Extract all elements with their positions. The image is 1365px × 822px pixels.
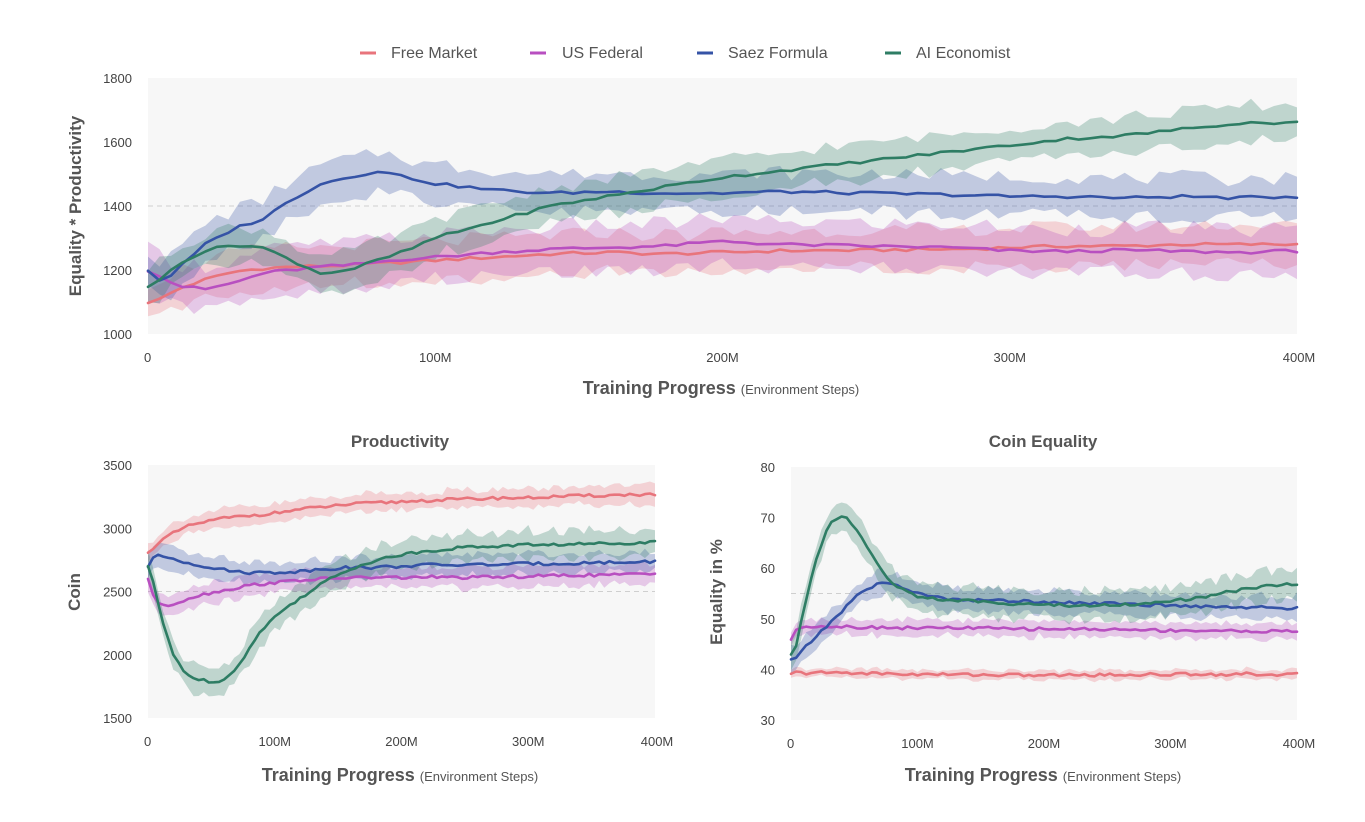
bl-ytick-label: 3000	[103, 521, 132, 536]
chart-coin-equality: Coin Equality Equality in % Training Pro…	[707, 432, 1315, 785]
top-band-saez-formula	[148, 149, 1297, 301]
top-xtick-label: 300M	[993, 350, 1026, 365]
br-band-ai-economist	[791, 502, 1297, 671]
legend-label-saez-formula: Saez Formula	[728, 45, 828, 62]
bl-ytick-label: 1500	[103, 711, 132, 726]
br-ytick-label: 70	[761, 511, 775, 526]
br-ytick-label: 80	[761, 460, 775, 475]
br-line-saez-formula	[789, 581, 1299, 661]
bl-title: Productivity	[351, 432, 450, 451]
br-band-us-federal	[791, 616, 1297, 647]
top-ytick-label: 1000	[103, 327, 132, 342]
bl-xtick-label: 400M	[641, 734, 674, 749]
br-xtick-label: 400M	[1283, 736, 1316, 751]
bl-line-us-federal	[146, 572, 657, 608]
legend-item-us-federal: US Federal	[530, 45, 643, 62]
top-line-ai-economist	[146, 120, 1299, 289]
chart-productivity: Productivity Coin Training Progress (Envi…	[65, 432, 673, 785]
legend-label-ai-economist: AI Economist	[916, 45, 1011, 62]
top-band-free-market	[148, 220, 1297, 317]
bl-ytick-label: 3500	[103, 458, 132, 473]
legend-item-ai-economist: AI Economist	[885, 45, 1011, 62]
top-line-us-federal	[146, 239, 1299, 291]
top-xlabel-sub: (Environment Steps)	[741, 382, 860, 397]
br-line-us-federal	[789, 624, 1299, 641]
br-xtick-label: 300M	[1154, 736, 1187, 751]
bl-ylabel: Coin	[65, 573, 84, 611]
br-ytick-label: 60	[761, 561, 775, 576]
top-xlabel: Training Progress (Environment Steps)	[583, 378, 860, 398]
br-ytick-label: 30	[761, 713, 775, 728]
bl-ytick-label: 2500	[103, 585, 132, 600]
bl-xtick-label: 0	[144, 734, 151, 749]
top-xtick-label: 0	[144, 350, 151, 365]
top-band-ai-economist	[148, 98, 1297, 304]
br-xtick-label: 0	[787, 736, 794, 751]
legend-label-free-market: Free Market	[391, 45, 478, 62]
br-title: Coin Equality	[989, 432, 1098, 451]
legend-item-saez-formula: Saez Formula	[697, 45, 828, 62]
bl-xlabel-sub: (Environment Steps)	[420, 769, 539, 784]
bl-xtick-label: 300M	[512, 734, 545, 749]
br-xlabel-sub: (Environment Steps)	[1063, 769, 1182, 784]
bl-xlabel: Training Progress (Environment Steps)	[262, 765, 539, 785]
top-xtick-label: 400M	[1283, 350, 1316, 365]
top-line-saez-formula	[146, 170, 1299, 282]
chart-equality-productivity: Equality * Productivity Training Progres…	[66, 71, 1315, 398]
bl-line-ai-economist	[146, 539, 657, 684]
br-line-ai-economist	[789, 515, 1299, 656]
br-xlabel: Training Progress (Environment Steps)	[905, 765, 1182, 785]
top-xlabel-main: Training Progress	[583, 378, 736, 398]
top-xtick-label: 200M	[706, 350, 739, 365]
top-ytick-label: 1400	[103, 199, 132, 214]
bl-band-free-market	[148, 481, 655, 563]
legend-item-free-market: Free Market	[360, 45, 478, 62]
br-xtick-label: 100M	[901, 736, 934, 751]
top-band-us-federal	[148, 213, 1297, 314]
top-ylabel: Equality * Productivity	[66, 115, 85, 296]
br-xlabel-main: Training Progress	[905, 765, 1058, 785]
bl-xtick-label: 200M	[385, 734, 418, 749]
br-ytick-label: 50	[761, 612, 775, 627]
br-band-saez-formula	[791, 568, 1297, 674]
br-ytick-label: 40	[761, 662, 775, 677]
top-ytick-label: 1600	[103, 135, 132, 150]
bl-xtick-label: 100M	[258, 734, 291, 749]
bl-line-free-market	[146, 492, 657, 554]
bl-xlabel-main: Training Progress	[262, 765, 415, 785]
bl-ytick-label: 2000	[103, 648, 132, 663]
bl-line-saez-formula	[146, 553, 657, 576]
top-ytick-label: 1200	[103, 263, 132, 278]
legend: Free Market US Federal Saez Formula AI E…	[360, 45, 1011, 62]
top-xtick-label: 100M	[419, 350, 452, 365]
br-line-free-market	[789, 670, 1299, 678]
br-ylabel: Equality in %	[707, 539, 726, 645]
top-ytick-label: 1800	[103, 71, 132, 86]
br-xtick-label: 200M	[1028, 736, 1061, 751]
legend-label-us-federal: US Federal	[562, 45, 643, 62]
